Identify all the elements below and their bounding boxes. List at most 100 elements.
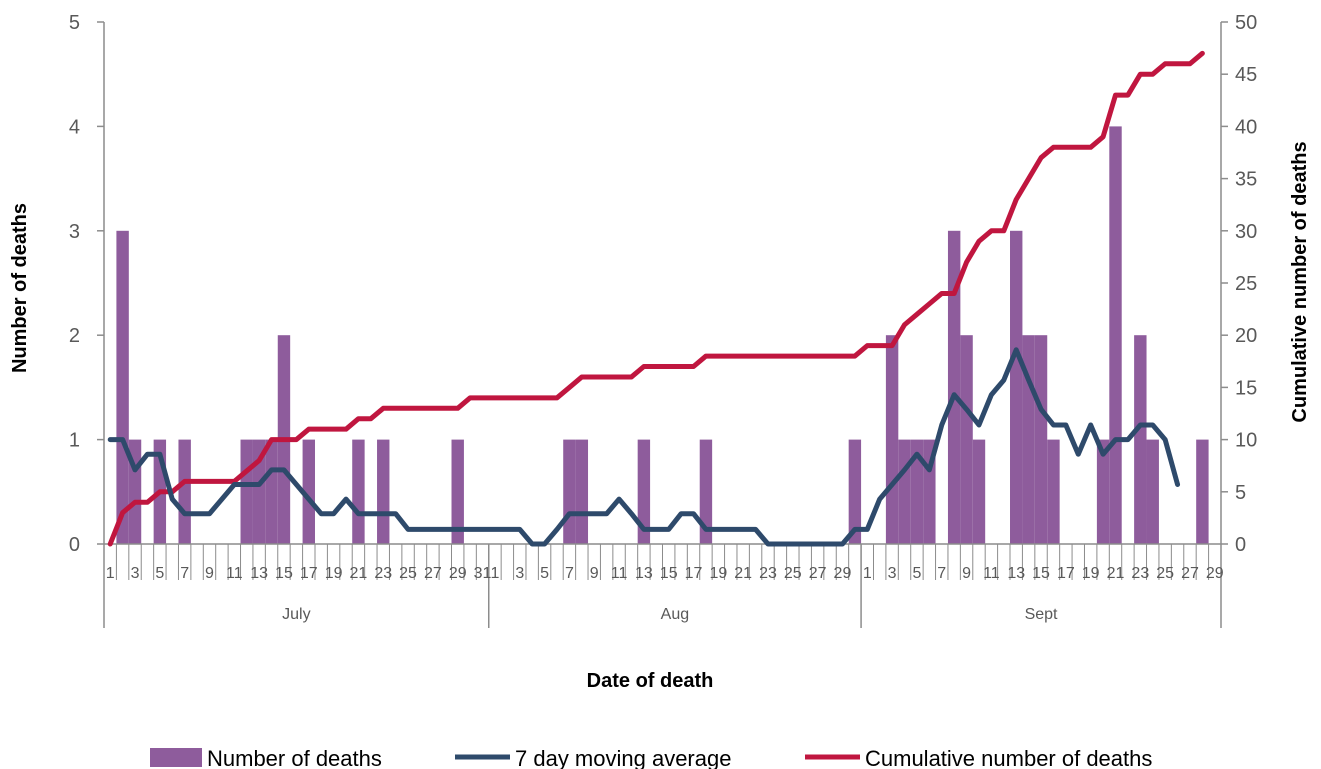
lines-group — [107, 50, 1205, 547]
x-day-label: 23 — [374, 565, 392, 582]
bar — [960, 335, 973, 544]
legend-item-deaths: Number of deaths — [150, 746, 382, 769]
bar — [302, 439, 315, 544]
bars-group — [116, 126, 1209, 545]
bar — [910, 439, 924, 544]
x-day-label: 17 — [300, 565, 318, 582]
x-day-label: 23 — [759, 565, 777, 582]
x-day-label: 17 — [1057, 565, 1075, 582]
x-day-label: 19 — [1082, 565, 1100, 582]
y-tick-label: 4 — [69, 116, 80, 138]
bar — [1096, 439, 1110, 544]
y2-tick-label: 40 — [1235, 116, 1257, 138]
cumulative-deaths-line — [107, 50, 1205, 547]
bar — [972, 439, 986, 544]
y-axis-title: Number of deaths — [9, 203, 31, 373]
bar — [898, 439, 911, 544]
legend-swatch-deaths — [150, 748, 202, 767]
x-day-label: 9 — [590, 565, 599, 582]
x-day-label: 25 — [1156, 565, 1174, 582]
bar — [637, 439, 651, 544]
bar — [699, 439, 713, 544]
x-day-label: 1 — [863, 565, 872, 582]
y2-tick-label: 0 — [1235, 534, 1246, 556]
bar — [352, 439, 365, 544]
bar — [1034, 335, 1048, 544]
x-day-label: 15 — [275, 565, 293, 582]
y2-axis-title: Cumulative number of deaths — [1289, 141, 1311, 422]
bar — [563, 439, 576, 544]
bar — [1109, 126, 1122, 545]
bar — [116, 230, 129, 545]
moving-average-line — [107, 347, 1181, 547]
x-day-label: 11 — [226, 565, 243, 582]
x-day-label: 3 — [888, 565, 897, 582]
x-day-label: 5 — [155, 565, 164, 582]
x-month-label: Sept — [1025, 606, 1058, 623]
y-tick-label: 1 — [69, 430, 80, 452]
x-day-label: 31 — [474, 565, 492, 582]
x-day-label: 29 — [449, 565, 467, 582]
x-day-label: 21 — [350, 565, 368, 582]
x-day-label: 15 — [1032, 565, 1050, 582]
x-day-label: 23 — [1131, 565, 1149, 582]
y2-tick-label: 20 — [1235, 325, 1257, 347]
bar — [265, 439, 278, 544]
bar — [1146, 439, 1159, 544]
x-day-label: 19 — [709, 565, 727, 582]
x-day-label: 21 — [1107, 565, 1125, 582]
x-day-label: 3 — [131, 565, 140, 582]
bar — [947, 230, 961, 545]
bar — [451, 439, 464, 544]
x-month-label: July — [282, 606, 310, 623]
bar — [178, 439, 191, 544]
x-day-label: 9 — [205, 565, 214, 582]
x-day-label: 21 — [734, 565, 752, 582]
y2-tick-label: 50 — [1235, 12, 1257, 34]
x-day-label: 27 — [1181, 565, 1199, 582]
y-tick-label: 3 — [69, 221, 80, 243]
y2-tick-label: 5 — [1235, 482, 1246, 504]
x-axis-title: Date of death — [587, 670, 714, 692]
y2-tick-label: 45 — [1235, 64, 1257, 86]
x-day-label: 5 — [912, 565, 921, 582]
x-day-label: 1 — [106, 565, 115, 582]
x-day-label: 29 — [834, 565, 852, 582]
x-day-label: 13 — [1007, 565, 1025, 582]
y2-tick-label: 35 — [1235, 169, 1257, 191]
bar — [575, 439, 589, 544]
x-day-label: 15 — [660, 565, 678, 582]
x-day-label: 13 — [635, 565, 653, 582]
x-day-label: 1 — [490, 565, 499, 582]
y-tick-label: 2 — [69, 325, 80, 347]
y2-tick-label: 25 — [1235, 273, 1257, 295]
x-day-label: 7 — [937, 565, 946, 582]
x-day-label: 17 — [685, 565, 703, 582]
x-day-label: 5 — [540, 565, 549, 582]
x-day-label: 25 — [399, 565, 417, 582]
x-day-label: 19 — [325, 565, 343, 582]
legend-label-cumulative: Cumulative number of deaths — [865, 746, 1152, 769]
bar — [377, 439, 390, 544]
legend-item-cumulative: Cumulative number of deaths — [805, 746, 1152, 769]
x-day-label: 11 — [611, 565, 628, 582]
x-day-label: 11 — [983, 565, 1000, 582]
legend-label-moving-average: 7 day moving average — [515, 746, 731, 769]
x-day-label: 7 — [565, 565, 574, 582]
x-day-label: 13 — [250, 565, 268, 582]
bar — [240, 439, 253, 544]
x-day-label: 3 — [515, 565, 524, 582]
y2-tick-label: 30 — [1235, 221, 1257, 243]
x-day-label: 9 — [962, 565, 971, 582]
axes-group — [97, 21, 1228, 628]
legend-label-deaths: Number of deaths — [207, 746, 382, 769]
legend-item-moving-average: 7 day moving average — [455, 746, 731, 769]
bar — [1134, 335, 1147, 544]
x-day-label: 7 — [180, 565, 189, 582]
x-day-label: 27 — [424, 565, 442, 582]
y2-tick-label: 15 — [1235, 377, 1257, 399]
bar — [848, 439, 862, 544]
